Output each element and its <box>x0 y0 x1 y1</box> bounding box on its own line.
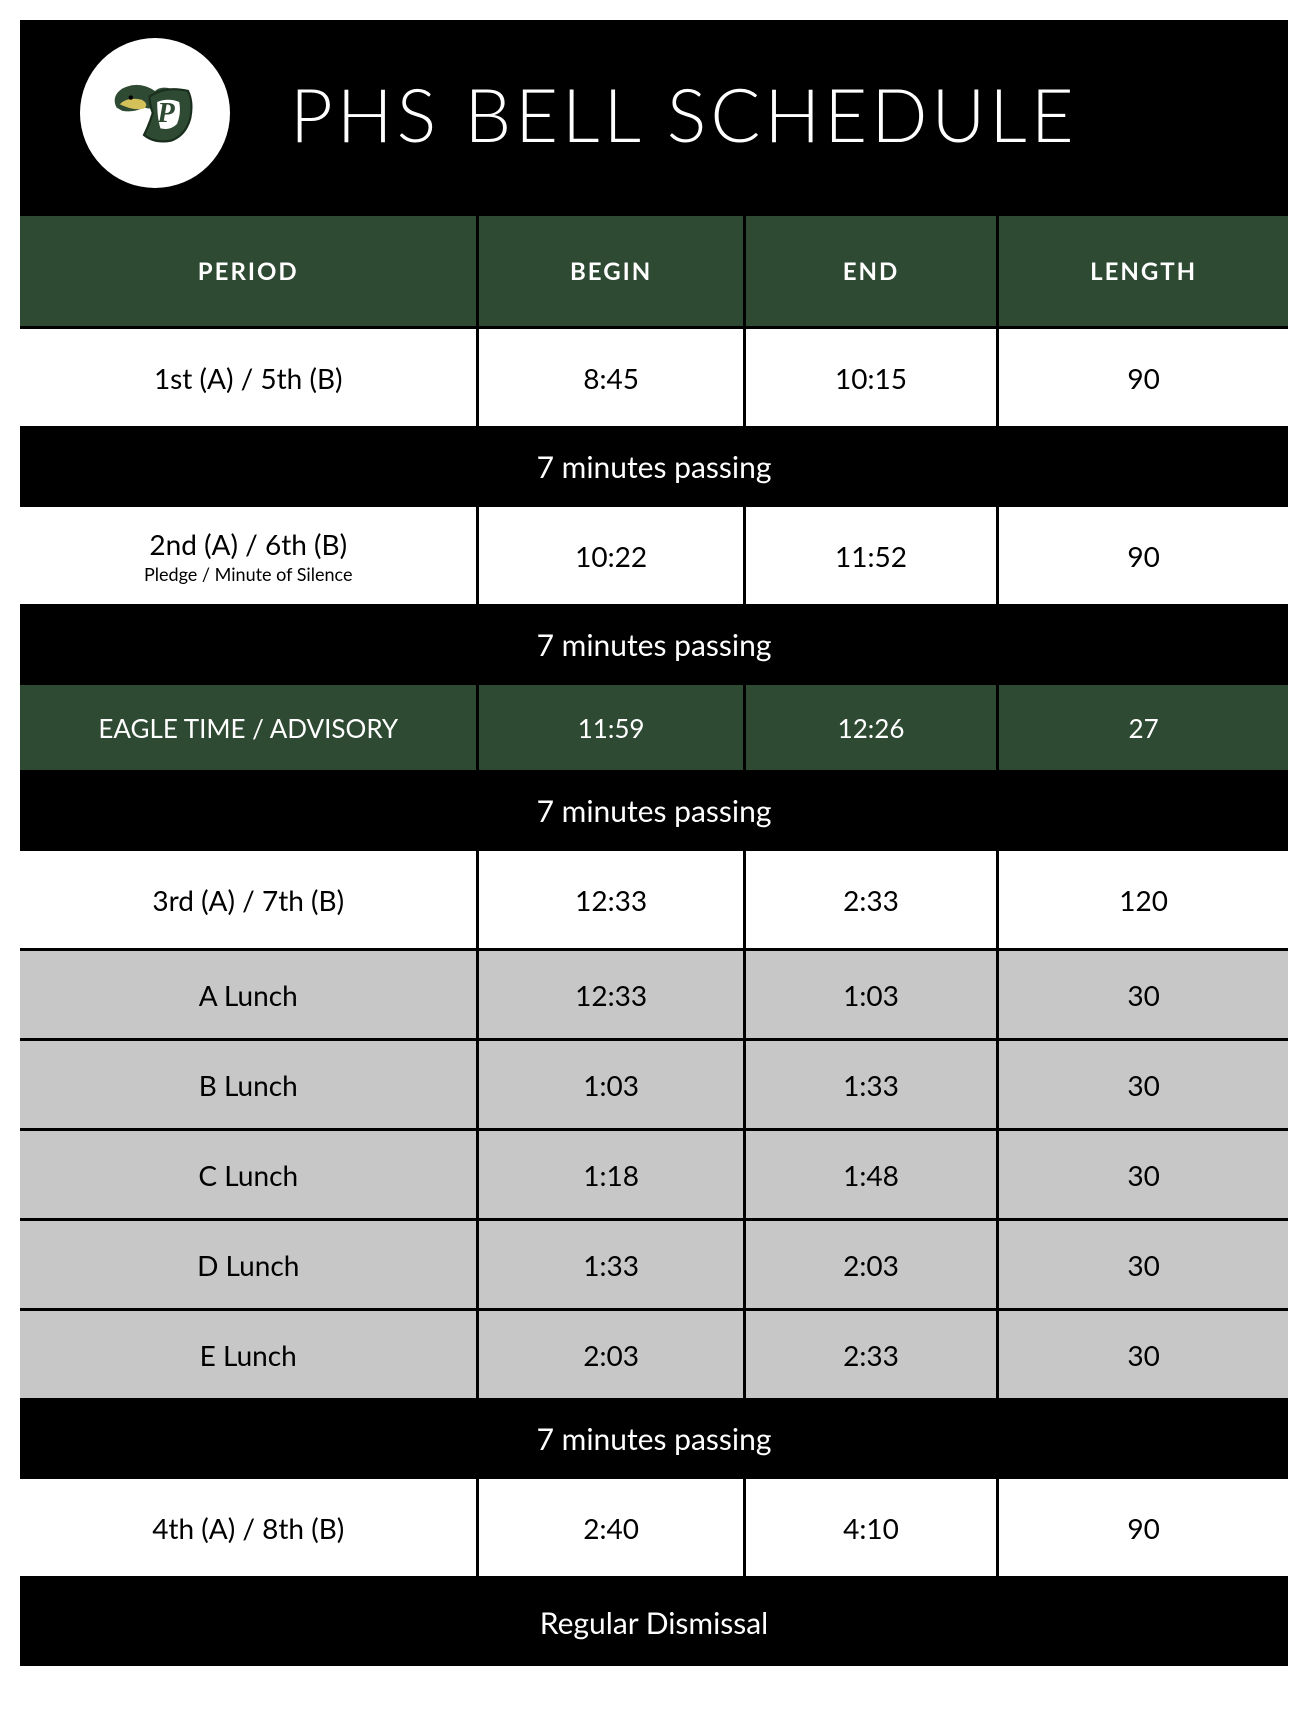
period-3-row: 3rd (A) / 7th (B) 12:33 2:33 120 <box>20 848 1288 948</box>
page-title: PHS BELL SCHEDULE <box>290 69 1078 158</box>
lunch-a-row: A Lunch 12:33 1:03 30 <box>20 948 1288 1038</box>
lunch-d-row: D Lunch 1:33 2:03 30 <box>20 1218 1288 1308</box>
length-min: 30 <box>996 951 1288 1038</box>
passing-row: 7 minutes passing <box>20 1398 1288 1476</box>
begin-time: 2:40 <box>476 1479 742 1576</box>
school-logo: P <box>80 38 230 188</box>
end-time: 2:33 <box>743 851 997 948</box>
length-min: 30 <box>996 1311 1288 1398</box>
length-min: 90 <box>996 1479 1288 1576</box>
begin-time: 1:33 <box>476 1221 742 1308</box>
end-time: 12:26 <box>743 685 997 770</box>
period-label: C Lunch <box>20 1131 476 1218</box>
period-2-row: 2nd (A) / 6th (B) Pledge / Minute of Sil… <box>20 504 1288 604</box>
end-time: 1:33 <box>743 1041 997 1128</box>
column-headers: PERIOD BEGIN END LENGTH <box>20 216 1288 326</box>
advisory-row: EAGLE TIME / ADVISORY 11:59 12:26 27 <box>20 682 1288 770</box>
period-main: 2nd (A) / 6th (B) <box>149 527 347 561</box>
begin-time: 11:59 <box>476 685 742 770</box>
length-min: 30 <box>996 1041 1288 1128</box>
end-time: 4:10 <box>743 1479 997 1576</box>
begin-time: 2:03 <box>476 1311 742 1398</box>
lunch-c-row: C Lunch 1:18 1:48 30 <box>20 1128 1288 1218</box>
length-min: 120 <box>996 851 1288 948</box>
end-time: 1:03 <box>743 951 997 1038</box>
period-label: EAGLE TIME / ADVISORY <box>20 685 476 770</box>
period-label: 1st (A) / 5th (B) <box>20 329 476 426</box>
length-min: 30 <box>996 1221 1288 1308</box>
passing-row: 7 minutes passing <box>20 604 1288 682</box>
col-length: LENGTH <box>996 216 1288 326</box>
begin-time: 12:33 <box>476 951 742 1038</box>
svg-text:P: P <box>156 98 175 129</box>
header: P PHS BELL SCHEDULE <box>20 20 1288 216</box>
end-time: 2:03 <box>743 1221 997 1308</box>
length-min: 30 <box>996 1131 1288 1218</box>
col-end: END <box>743 216 997 326</box>
period-label: 3rd (A) / 7th (B) <box>20 851 476 948</box>
begin-time: 12:33 <box>476 851 742 948</box>
col-begin: BEGIN <box>476 216 742 326</box>
end-time: 1:48 <box>743 1131 997 1218</box>
passing-row: 7 minutes passing <box>20 426 1288 504</box>
begin-time: 1:18 <box>476 1131 742 1218</box>
begin-time: 1:03 <box>476 1041 742 1128</box>
period-4-row: 4th (A) / 8th (B) 2:40 4:10 90 <box>20 1476 1288 1576</box>
lunch-b-row: B Lunch 1:03 1:33 30 <box>20 1038 1288 1128</box>
period-label: D Lunch <box>20 1221 476 1308</box>
col-period: PERIOD <box>20 216 476 326</box>
end-time: 10:15 <box>743 329 997 426</box>
bell-schedule: P PHS BELL SCHEDULE PERIOD BEGIN END LEN… <box>20 20 1288 1666</box>
end-time: 2:33 <box>743 1311 997 1398</box>
period-label: B Lunch <box>20 1041 476 1128</box>
lunch-e-row: E Lunch 2:03 2:33 30 <box>20 1308 1288 1398</box>
begin-time: 10:22 <box>476 507 742 604</box>
period-label: A Lunch <box>20 951 476 1038</box>
length-min: 90 <box>996 507 1288 604</box>
period-1-row: 1st (A) / 5th (B) 8:45 10:15 90 <box>20 326 1288 426</box>
period-label: 2nd (A) / 6th (B) Pledge / Minute of Sil… <box>20 507 476 604</box>
length-min: 27 <box>996 685 1288 770</box>
period-subtext: Pledge / Minute of Silence <box>144 563 353 585</box>
end-time: 11:52 <box>743 507 997 604</box>
footer-row: Regular Dismissal <box>20 1576 1288 1666</box>
begin-time: 8:45 <box>476 329 742 426</box>
period-label: 4th (A) / 8th (B) <box>20 1479 476 1576</box>
passing-row: 7 minutes passing <box>20 770 1288 848</box>
period-label: E Lunch <box>20 1311 476 1398</box>
length-min: 90 <box>996 329 1288 426</box>
eagle-logo-icon: P <box>100 58 210 168</box>
